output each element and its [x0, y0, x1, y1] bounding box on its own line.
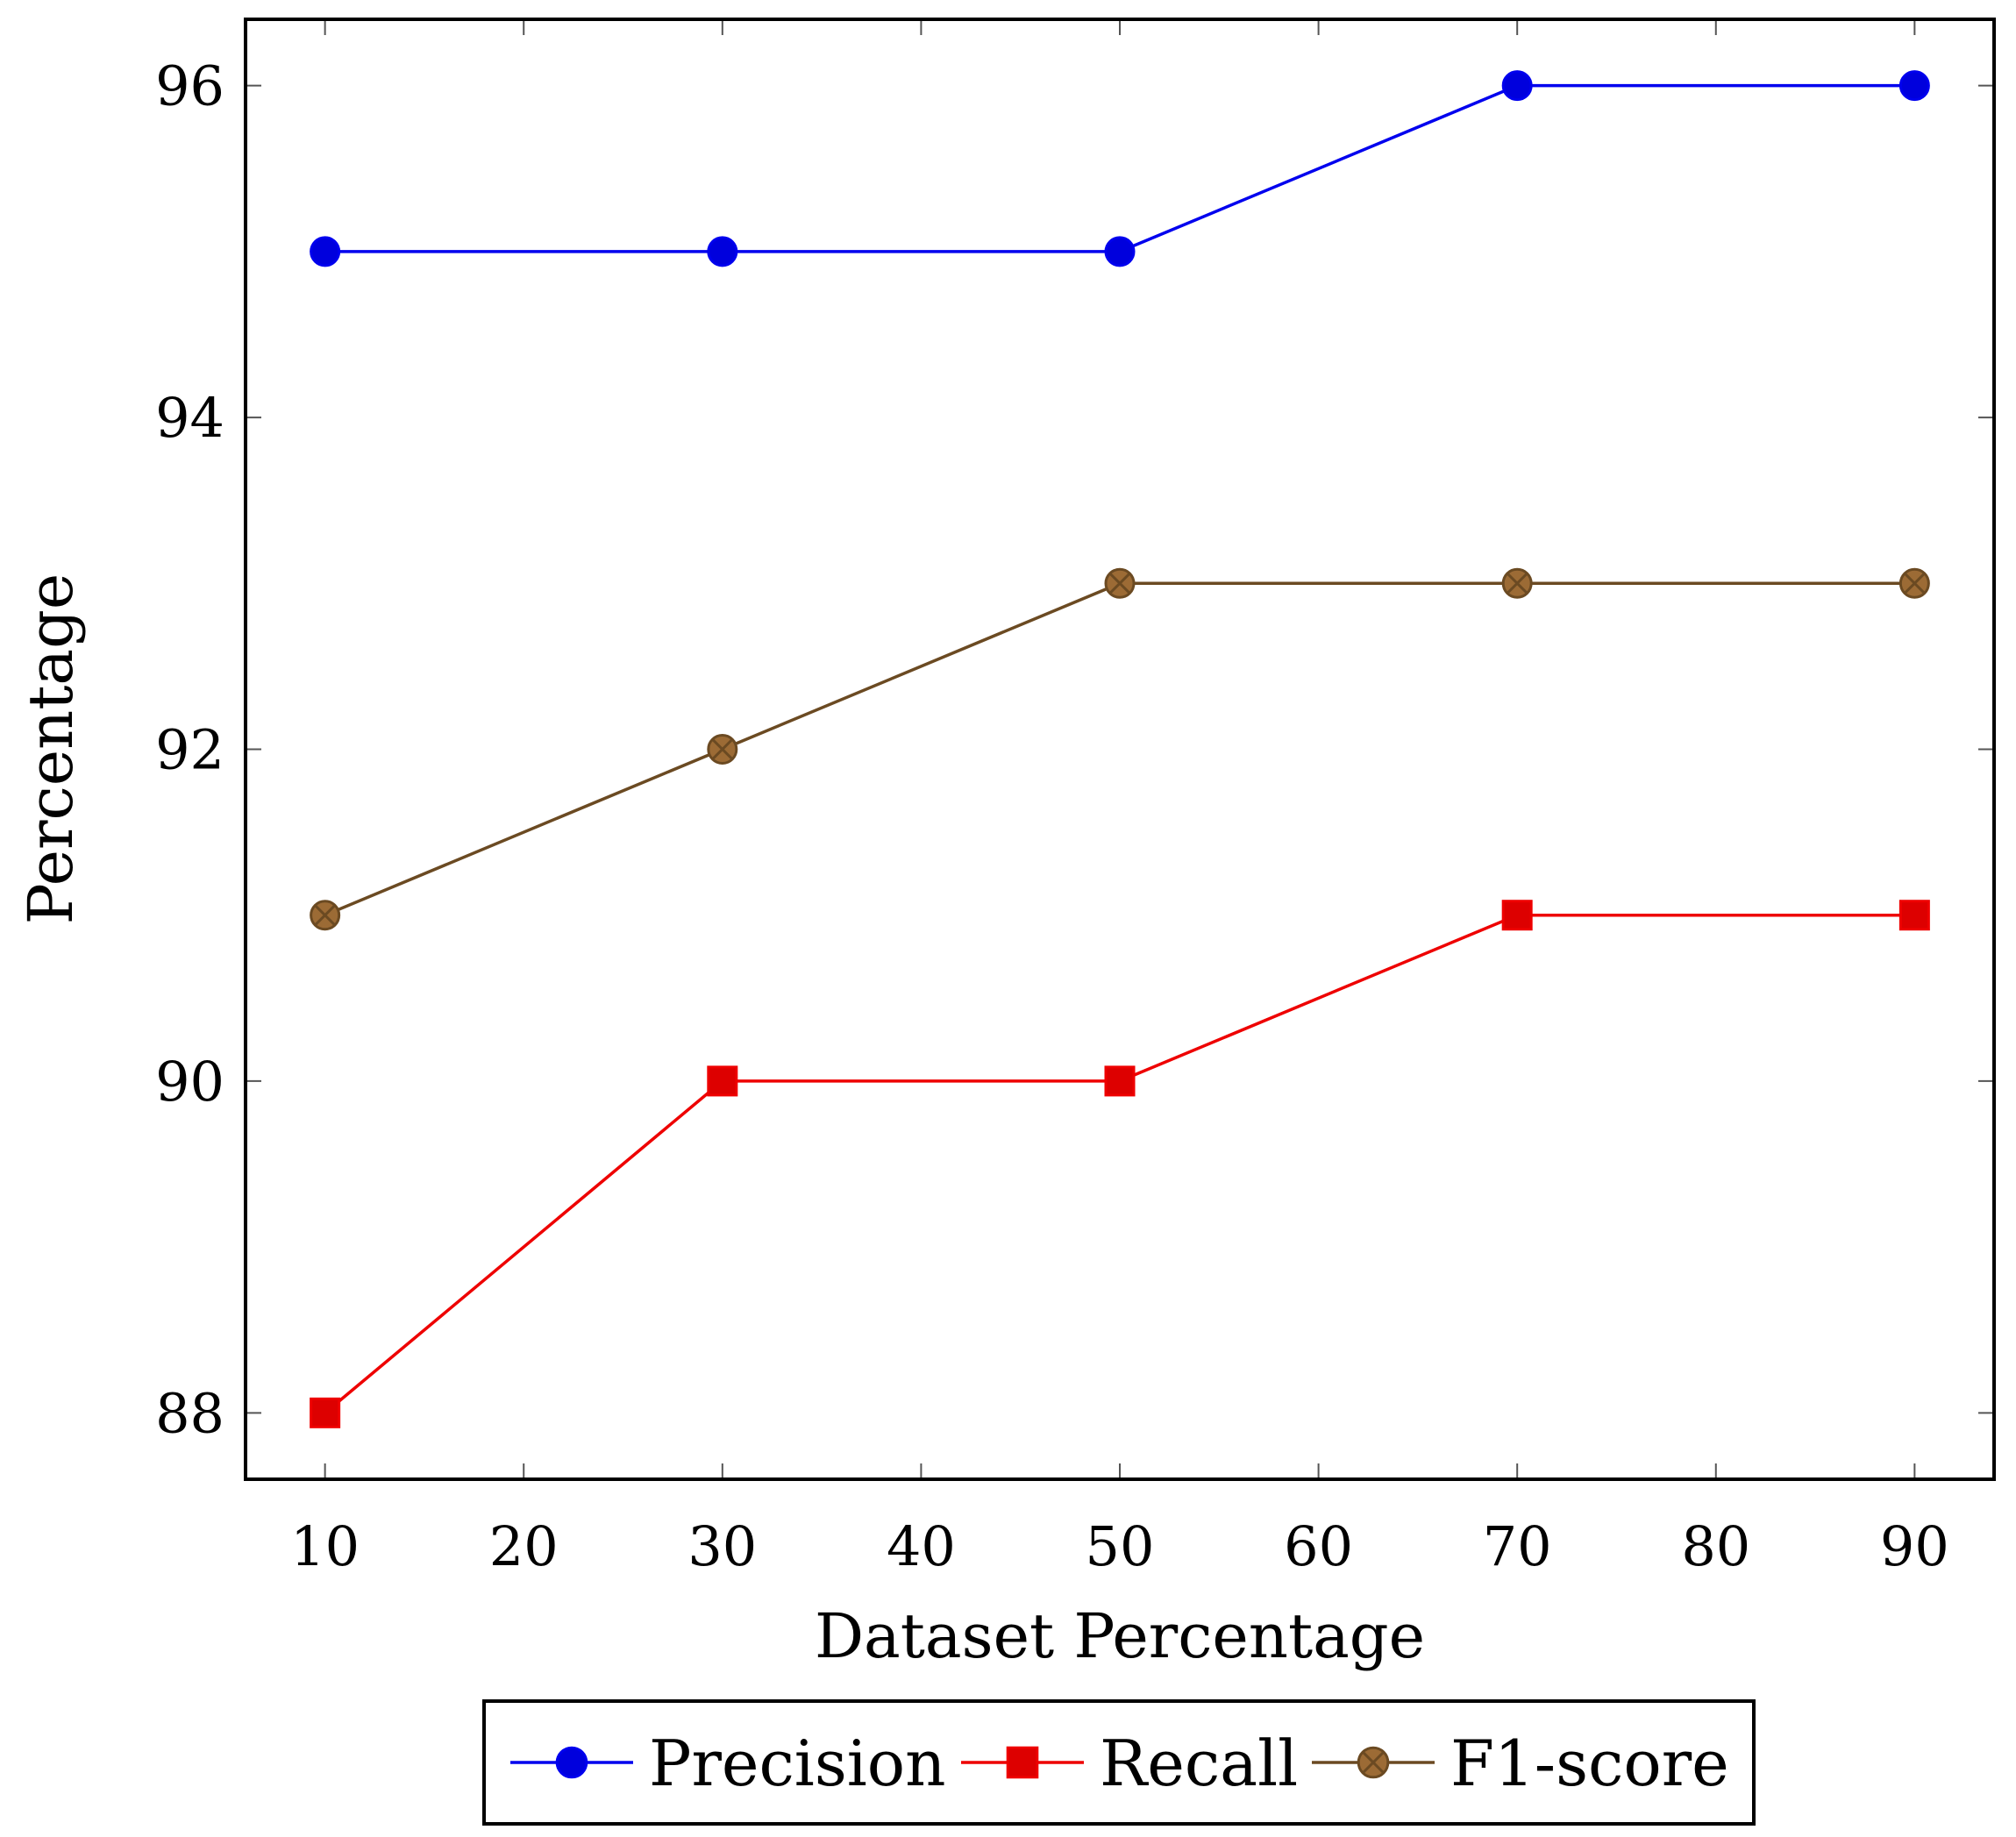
series-line-recall: [324, 913, 1915, 1414]
series-line-f1-score: [324, 581, 1915, 917]
x-tick-label: 50: [1086, 1514, 1155, 1578]
legend-item-precision: Precision: [510, 1727, 946, 1800]
y-tick-label: 92: [155, 718, 224, 782]
series-line-precision: [324, 83, 1915, 253]
data-point-f1-score: [707, 734, 738, 765]
legend-label-f1-score: F1-score: [1450, 1727, 1729, 1800]
data-point-f1-score: [310, 900, 341, 931]
data-point-precision: [1104, 236, 1136, 267]
x-axis-title: Dataset Percentage: [815, 1600, 1425, 1672]
data-point-precision: [310, 236, 341, 267]
legend-marker-f1-score: [1357, 1746, 1390, 1779]
legend: Precision Recall F1-score: [482, 1699, 1756, 1826]
x-tick-label: 90: [1880, 1514, 1949, 1578]
data-point-f1-score: [1898, 567, 1930, 599]
x-tick-label: 20: [489, 1514, 559, 1578]
x-tick-label: 30: [687, 1514, 757, 1578]
x-tick-label: 80: [1681, 1514, 1750, 1578]
data-point-f1-score: [1104, 567, 1136, 599]
y-tick-label: 96: [155, 54, 224, 118]
series-precision: [310, 70, 1930, 267]
data-point-precision: [707, 236, 738, 267]
legend-item-f1-score: F1-score: [1312, 1727, 1729, 1800]
legend-item-recall: Recall: [961, 1727, 1298, 1800]
x-tick-label: 70: [1483, 1514, 1552, 1578]
data-point-f1-score: [1501, 567, 1533, 599]
data-point-recall: [310, 1397, 341, 1428]
data-point-recall: [707, 1065, 738, 1097]
data-point-recall: [1501, 900, 1533, 931]
legend-marker-precision: [555, 1746, 588, 1779]
y-tick-labels: 88 90 92 94 96: [155, 54, 224, 1446]
y-tick-label: 88: [155, 1381, 224, 1445]
legend-box: [482, 1699, 1756, 1826]
data-point-precision: [1501, 70, 1533, 102]
data-point-recall: [1104, 1065, 1136, 1097]
axis-ticks: [246, 19, 1994, 1479]
y-tick-label: 90: [155, 1050, 224, 1114]
legend-marker-recall: [1006, 1746, 1039, 1779]
legend-label-precision: Precision: [649, 1727, 946, 1800]
y-tick-label: 94: [155, 386, 224, 450]
series-recall: [310, 900, 1930, 1428]
y-axis-title: Percentage: [15, 573, 87, 925]
data-point-recall: [1898, 900, 1930, 931]
x-tick-label: 10: [290, 1514, 360, 1578]
data-point-precision: [1898, 70, 1930, 102]
series-group: [310, 70, 1930, 1428]
legend-label-recall: Recall: [1100, 1727, 1298, 1800]
x-tick-label: 40: [887, 1514, 956, 1578]
series-f1-score: [310, 567, 1930, 931]
x-tick-label: 60: [1284, 1514, 1353, 1578]
x-tick-labels: 10 20 30 40 50 60 70 80 90: [290, 1514, 1949, 1578]
plot-area-frame: [244, 18, 1996, 1481]
